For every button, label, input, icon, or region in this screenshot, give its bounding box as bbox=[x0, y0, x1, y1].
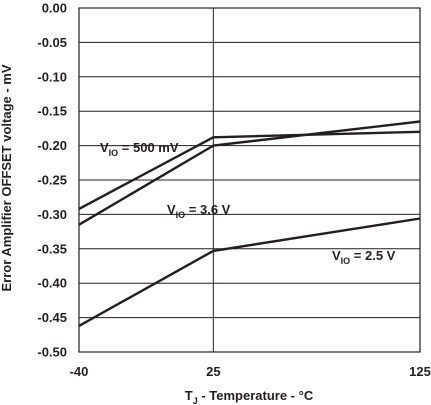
series-label: VIO = 500 mV bbox=[100, 140, 179, 158]
y-tick-label: -0.15 bbox=[37, 104, 67, 119]
y-tick-label: -0.35 bbox=[37, 241, 67, 256]
y-tick-label: -0.20 bbox=[37, 138, 67, 153]
x-tick-label: 25 bbox=[206, 364, 220, 379]
series-annotations: VIO = 500 mV VIO = 3.6 V VIO = 2.5 V bbox=[100, 140, 396, 266]
series-label: VIO = 2.5 V bbox=[332, 248, 396, 266]
x-tick-label: 125 bbox=[409, 364, 431, 379]
x-tick-label: -40 bbox=[70, 364, 89, 379]
series-label: VIO = 3.6 V bbox=[167, 202, 231, 220]
y-tick-label: -0.40 bbox=[37, 276, 67, 291]
plot-frame bbox=[78, 7, 421, 353]
y-tick-label: -0.50 bbox=[37, 345, 67, 360]
y-tick-labels: 0.00 -0.05 -0.10 -0.15 -0.20 -0.25 -0.30 -0.35 -… bbox=[37, 1, 67, 360]
y-tick-label: -0.10 bbox=[37, 69, 67, 84]
series-line bbox=[78, 120, 421, 226]
series-lines bbox=[78, 120, 421, 327]
x-axis-label: TJ - Temperature - °C bbox=[185, 388, 314, 405]
grid bbox=[79, 8, 420, 352]
x-tick-labels: -40 25 125 bbox=[70, 364, 431, 379]
series-line bbox=[78, 217, 421, 327]
y-tick-label: -0.30 bbox=[37, 207, 67, 222]
y-tick-label: 0.00 bbox=[42, 1, 67, 16]
y-tick-label: -0.25 bbox=[37, 173, 67, 188]
y-tick-label: -0.05 bbox=[37, 35, 67, 50]
y-axis-label: Error Amplifier OFFSET voltage - mV bbox=[0, 64, 14, 291]
y-tick-label: -0.45 bbox=[37, 310, 67, 325]
series-line bbox=[78, 130, 421, 210]
